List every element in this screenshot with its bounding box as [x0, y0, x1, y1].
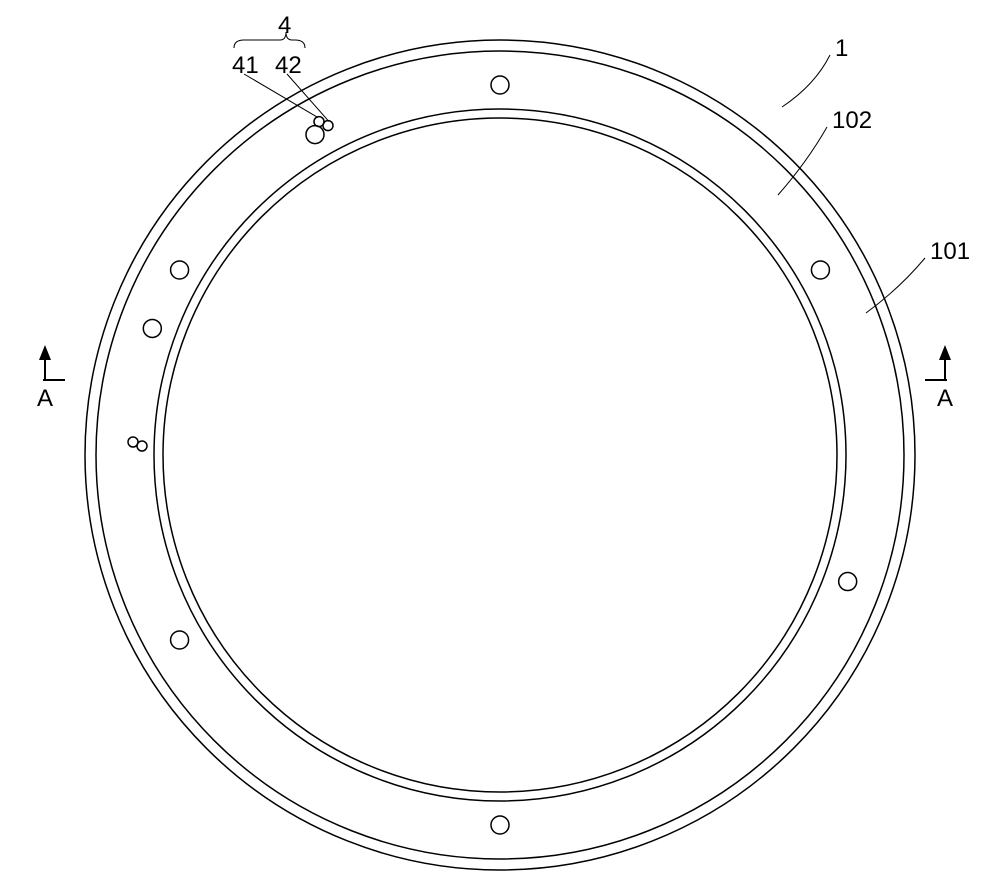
diagram-container: 1 4 41 42 101 102 A A	[0, 0, 1000, 883]
label-4: 4	[278, 12, 291, 40]
label-102: 102	[832, 107, 872, 135]
label-1: 1	[835, 35, 848, 63]
section-marker-left: A	[37, 385, 53, 413]
label-42: 42	[275, 52, 302, 80]
section-marker-right: A	[937, 385, 953, 413]
label-101: 101	[930, 238, 970, 266]
label-41: 41	[232, 52, 259, 80]
